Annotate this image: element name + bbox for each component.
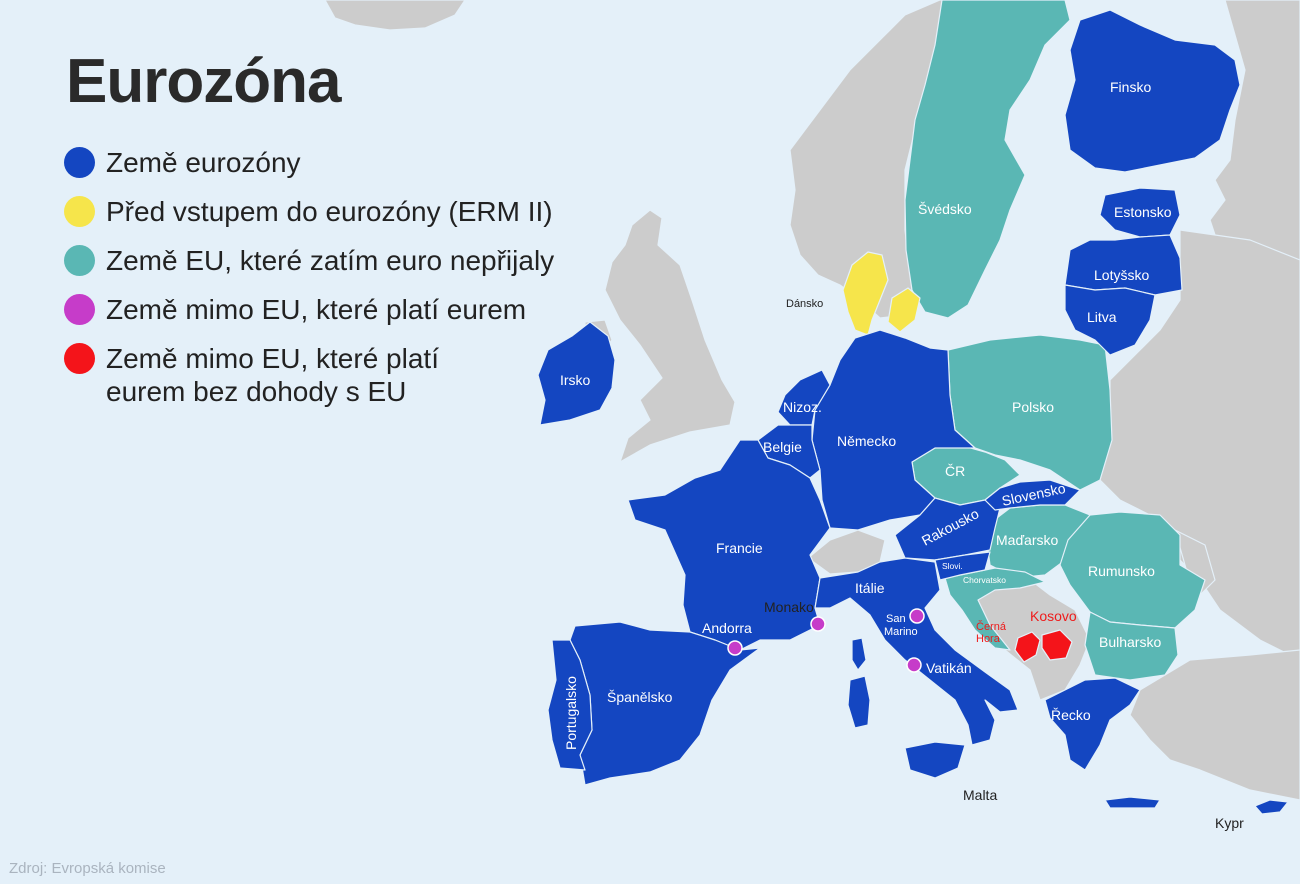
denmark <box>842 251 889 336</box>
cyprus <box>1254 799 1289 815</box>
label-san-marino-2: Marino <box>884 626 918 638</box>
label-francie: Francie <box>716 540 763 556</box>
sicily <box>904 741 966 779</box>
andorra-dot <box>727 640 743 656</box>
label-cerna-hora-2: Hora <box>976 633 1001 645</box>
sardinia <box>847 675 871 729</box>
sweden <box>904 0 1071 319</box>
finland <box>1064 9 1241 173</box>
russia-north <box>1209 0 1300 301</box>
romania <box>1059 511 1206 629</box>
label-andorra: Andorra <box>702 620 752 636</box>
label-bulharsko: Bulharsko <box>1099 634 1161 650</box>
norway <box>789 0 1056 319</box>
label-malta: Malta <box>963 787 997 803</box>
label-nemecko: Německo <box>837 433 896 449</box>
portugal <box>547 639 593 771</box>
eu-non-euro <box>904 0 1206 681</box>
kosovo-shape <box>1041 629 1073 661</box>
label-monako: Monako <box>764 599 814 615</box>
legend-item-erm2: Před vstupem do eurozóny (ERM II) <box>64 195 554 228</box>
legend-label: Země EU, které zatím euro nepřijaly <box>106 245 555 276</box>
legend-dot-non-eu-no-agreement <box>64 343 95 374</box>
legend-item-non-eu-no-agreement: Země mimo EU, které platí eurem bez doho… <box>64 342 554 408</box>
label-italie: Itálie <box>855 580 885 596</box>
label-cr: ČR <box>945 463 965 479</box>
italy <box>814 557 1019 746</box>
label-portugalsko: Portugalsko <box>563 676 579 750</box>
country-labels: Finsko Švédsko Estonsko Lotyšsko Litva D… <box>560 79 1244 831</box>
label-spanelsko: Španělsko <box>607 689 673 705</box>
iceland <box>324 0 466 31</box>
legend-label: Před vstupem do eurozóny (ERM II) <box>106 196 553 227</box>
legend-dot-erm2 <box>64 196 95 227</box>
label-irsko: Irsko <box>560 372 591 388</box>
netherlands <box>777 369 831 426</box>
legend-dot-eu-non-euro <box>64 245 95 276</box>
label-finsko: Finsko <box>1110 79 1151 95</box>
legend-label: Země mimo EU, které platí eurem <box>106 294 527 325</box>
label-belgie: Belgie <box>763 439 802 455</box>
map-title: Eurozóna <box>66 47 341 116</box>
france <box>627 439 831 651</box>
austria <box>894 497 1001 561</box>
latvia <box>1064 234 1183 296</box>
turkey <box>1129 649 1300 801</box>
label-slovi: Slovi. <box>942 561 963 571</box>
label-madarsko: Maďarsko <box>996 532 1059 548</box>
slovenia <box>934 551 991 581</box>
san-marino-dot <box>909 608 925 624</box>
denmark-islands <box>887 287 921 333</box>
great-britain <box>604 209 736 463</box>
crete <box>1104 796 1161 809</box>
ireland <box>537 321 616 426</box>
label-lotysko: Lotyšsko <box>1094 267 1149 283</box>
montenegro-shape <box>1014 631 1041 663</box>
label-kypr: Kypr <box>1215 815 1244 831</box>
label-litva: Litva <box>1087 309 1117 325</box>
label-dansko: Dánsko <box>786 298 823 310</box>
label-rumunsko: Rumunsko <box>1088 563 1155 579</box>
eurozone-countries <box>537 9 1289 815</box>
non-eu-agreement <box>727 608 925 673</box>
source-note: Zdroj: Evropská komise <box>9 860 166 877</box>
legend-item-eurozone: Země eurozóny <box>64 146 554 179</box>
corsica <box>851 637 867 671</box>
legend-dot-non-eu-agreement <box>64 294 95 325</box>
legend-dot-eurozone <box>64 147 95 178</box>
label-vatikan: Vatikán <box>926 660 972 676</box>
legend-label: Země mimo EU, které platí eurem bez doho… <box>106 343 439 407</box>
label-nizoz: Nizoz. <box>783 399 822 415</box>
label-san-marino-1: San <box>886 613 906 625</box>
label-chorvatsko: Chorvatsko <box>963 575 1006 585</box>
label-estonsko: Estonsko <box>1114 204 1172 220</box>
croatia <box>944 567 1046 651</box>
label-kosovo: Kosovo <box>1030 608 1077 624</box>
label-svedsko: Švédsko <box>918 201 972 217</box>
greece <box>1044 677 1141 771</box>
lithuania <box>1064 284 1156 356</box>
legend-label: Země eurozóny <box>106 147 301 178</box>
legend: Země eurozóny Před vstupem do eurozóny (… <box>64 146 554 424</box>
slovakia <box>984 479 1081 511</box>
monaco-dot <box>810 616 826 632</box>
erm-ii <box>842 251 921 336</box>
label-polsko: Polsko <box>1012 399 1054 415</box>
switzerland <box>807 529 886 575</box>
non-eu-no-agreement <box>1014 629 1073 663</box>
label-recko: Řecko <box>1051 707 1091 723</box>
label-cerna-hora-1: Černá <box>976 620 1007 633</box>
legend-item-non-eu-agreement: Země mimo EU, které platí eurem <box>64 293 554 326</box>
bulgaria <box>1084 611 1179 681</box>
legend-item-eu-non-euro: Země EU, které zatím euro nepřijaly <box>64 244 554 277</box>
vatican-dot <box>906 657 922 673</box>
